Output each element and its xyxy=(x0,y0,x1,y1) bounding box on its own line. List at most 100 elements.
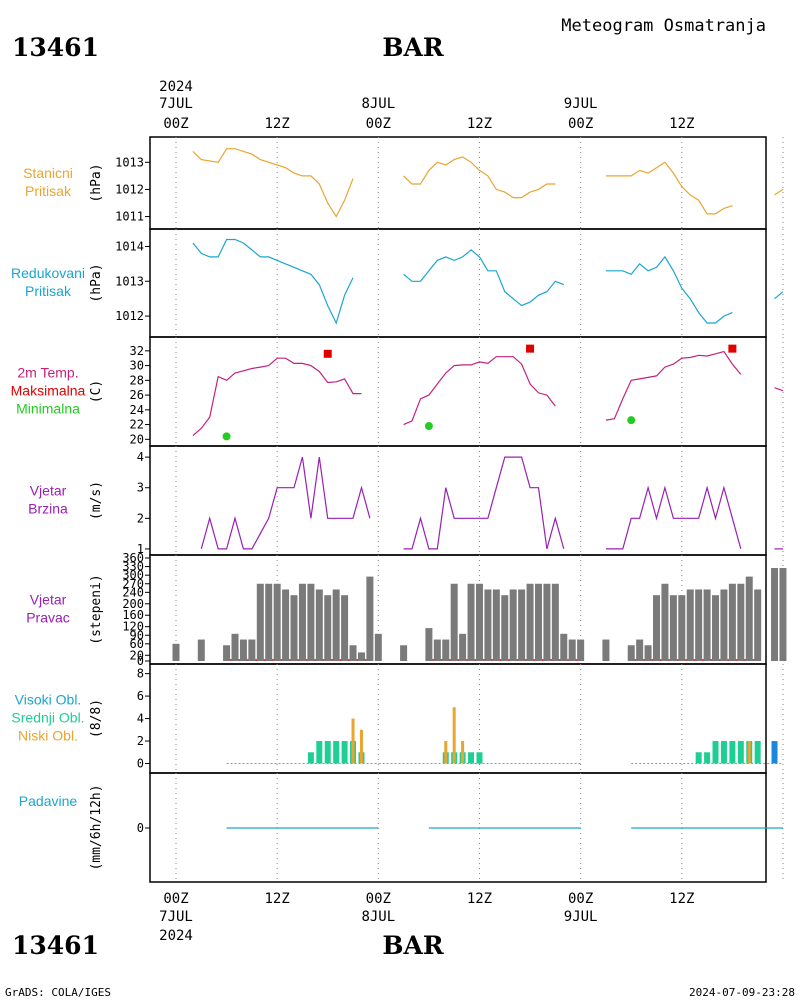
cloud-bar xyxy=(729,741,736,764)
min-temp-marker xyxy=(627,416,636,425)
y-tick-label: 0 xyxy=(137,654,144,668)
panel-label: Pritisak xyxy=(25,183,72,199)
max-temp-marker xyxy=(526,344,535,353)
panel-wind-speed: 1 2 3 4 (m/s) Vjetar Brzina xyxy=(28,445,784,556)
series-line xyxy=(774,387,784,392)
cloud-bar xyxy=(324,741,331,764)
wind-direction-bar xyxy=(265,583,273,661)
wind-direction-bar xyxy=(298,583,306,661)
cloud-bar xyxy=(351,718,355,764)
wind-direction-bar xyxy=(779,568,787,661)
bottom-hour-label: 00Z xyxy=(568,891,593,907)
top-hour-label: 00Z xyxy=(163,116,188,132)
cloud-bar xyxy=(747,741,751,764)
top-year-label: 2024 xyxy=(159,79,193,95)
wind-direction-bar xyxy=(433,639,441,661)
top-hour-label: 12Z xyxy=(467,116,492,132)
wind-direction-bar xyxy=(231,633,239,661)
panel-label: Stanicni xyxy=(23,165,73,181)
cloud-bar xyxy=(468,752,475,764)
wind-direction-bar xyxy=(534,583,542,661)
series-line xyxy=(605,350,742,421)
y-tick-label: 30 xyxy=(130,359,144,373)
series-line xyxy=(192,148,354,218)
y-tick-label: 330 xyxy=(122,560,144,574)
y-tick-label: 32 xyxy=(130,344,144,358)
cloud-bar xyxy=(476,752,483,764)
y-axis-label: (m/s) xyxy=(89,481,104,520)
panel-label: Srednji Obl. xyxy=(11,710,84,726)
bottom-hour-label: 00Z xyxy=(163,891,188,907)
y-tick-label: 270 xyxy=(122,577,144,591)
min-temp-marker xyxy=(424,422,433,431)
cloud-bar xyxy=(452,707,456,764)
wind-direction-bar xyxy=(526,583,534,661)
cloud-bar xyxy=(771,741,778,764)
wind-direction-bar xyxy=(686,589,694,661)
wind-direction-bar xyxy=(349,645,357,661)
wind-direction-bar xyxy=(653,595,661,661)
y-tick-label: 1012 xyxy=(115,309,144,323)
panel-label: Visoki Obl. xyxy=(15,692,82,708)
wind-direction-bar xyxy=(661,583,669,661)
y-tick-label: 24 xyxy=(130,403,144,417)
wind-direction-bar xyxy=(754,589,762,661)
y-tick-label: 240 xyxy=(122,585,144,599)
wind-direction-bar xyxy=(577,639,585,661)
station-name-bottom: BAR xyxy=(382,931,444,960)
max-temp-marker xyxy=(323,349,332,358)
cloud-bar xyxy=(333,741,340,764)
y-tick-label: 4 xyxy=(137,450,144,464)
wind-direction-bar xyxy=(737,583,745,661)
wind-direction-bar xyxy=(459,633,467,661)
panel-reduced-pressure: 1012 1013 1014 (hPa) Redukovani Pritisak xyxy=(11,228,784,338)
wind-direction-bar xyxy=(551,583,559,661)
panel-precipitation: 0 (mm/6h/12h) Padavine xyxy=(19,772,784,883)
series-line xyxy=(605,485,742,550)
y-tick-label: 3 xyxy=(137,481,144,495)
wind-direction-bar xyxy=(467,583,475,661)
series-line xyxy=(192,238,354,325)
wind-direction-bar xyxy=(484,589,492,661)
chart-title: Meteogram Osmatranja xyxy=(561,16,766,36)
top-hour-label: 00Z xyxy=(568,116,593,132)
y-tick-label: 8 xyxy=(137,667,144,681)
y-axis-label: (8/8) xyxy=(89,699,104,738)
wind-direction-bar xyxy=(282,589,290,661)
bottom-hour-label: 00Z xyxy=(366,891,391,907)
wind-direction-bar xyxy=(366,576,374,661)
wind-direction-bar xyxy=(239,639,247,661)
station-id-top: 13461 xyxy=(12,33,99,62)
wind-direction-bar xyxy=(695,589,703,661)
y-tick-label: 2 xyxy=(137,734,144,748)
station-name-top: BAR xyxy=(382,33,444,62)
y-tick-label: 1012 xyxy=(115,182,144,196)
wind-direction-bar xyxy=(442,639,450,661)
cloud-bar xyxy=(359,729,363,764)
panel-label: Pritisak xyxy=(25,283,72,299)
wind-direction-bar xyxy=(273,583,281,661)
panel-label: Redukovani xyxy=(11,265,85,281)
series-line xyxy=(200,456,371,550)
wind-direction-bar xyxy=(560,633,568,661)
cloud-bar xyxy=(307,752,314,764)
panel-frame xyxy=(149,663,767,774)
y-tick-label: 0 xyxy=(137,821,144,835)
panel-label: Brzina xyxy=(28,501,68,517)
bottom-hour-label: 12Z xyxy=(265,891,290,907)
y-tick-label: 160 xyxy=(122,608,144,622)
top-hour-label: 12Z xyxy=(669,116,694,132)
wind-direction-bar xyxy=(172,643,180,661)
wind-direction-bar xyxy=(771,568,779,661)
series-line xyxy=(192,357,362,437)
cloud-bar xyxy=(712,741,719,764)
bottom-time-axis: 7JUL 00Z 12Z 8JUL 00Z 12Z 9JUL 00Z 12Z xyxy=(159,891,694,925)
y-tick-label: 1014 xyxy=(115,239,144,253)
wind-direction-bar xyxy=(669,595,677,661)
max-temp-marker xyxy=(728,344,737,353)
bottom-day-label: 7JUL xyxy=(159,909,193,925)
wind-direction-bar xyxy=(315,589,323,661)
wind-direction-bar xyxy=(728,583,736,661)
